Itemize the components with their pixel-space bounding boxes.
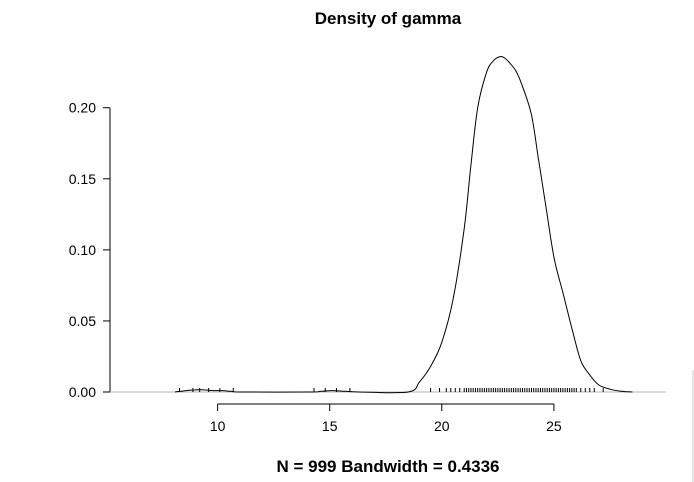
density-curve [174,55,633,394]
y-tick-label: 0.15 [69,171,96,187]
y-tick-label: 0.05 [69,313,96,329]
y-tick-label: 0.10 [69,242,96,258]
y-axis: 0.00 0.05 0.10 0.15 0.20 [69,100,111,400]
y-tick-label: 0.00 [69,384,96,400]
x-tick-label: 25 [546,418,562,434]
rug-marks [179,388,604,392]
x-axis-label: N = 999 Bandwidth = 0.4336 [277,457,500,476]
chart-title: Density of gamma [315,9,462,28]
x-tick-label: 20 [434,418,450,434]
x-tick-label: 15 [322,418,338,434]
window-edge [692,370,694,482]
x-axis: 10 15 20 25 [210,403,562,434]
y-tick-label: 0.20 [69,100,96,116]
x-tick-label: 10 [210,418,226,434]
